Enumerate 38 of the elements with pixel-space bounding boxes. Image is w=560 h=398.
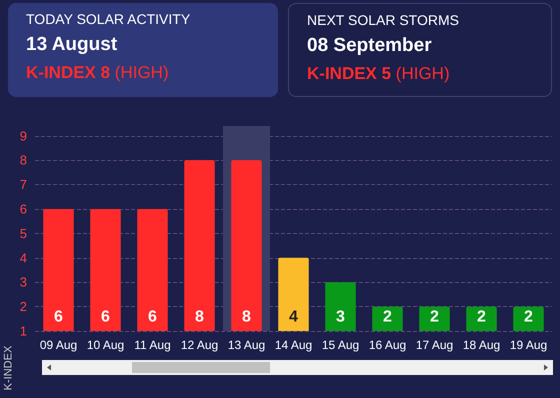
y-tick-label: 9: [20, 128, 27, 144]
y-axis-title: K-INDEX: [2, 346, 14, 390]
data-label: 2: [524, 308, 534, 326]
x-tick-label: 14 Aug: [274, 338, 312, 352]
x-tick-label: 10 Aug: [86, 338, 124, 352]
data-label: 6: [101, 308, 110, 326]
data-label: 8: [242, 308, 252, 326]
data-label: 6: [54, 308, 64, 326]
x-tick-label: 15 Aug: [322, 338, 360, 352]
y-tick-label: 5: [20, 226, 27, 241]
y-tick-label: 2: [20, 299, 27, 314]
x-tick-label: 09 Aug: [40, 338, 78, 352]
y-tick-label: 4: [20, 250, 27, 266]
x-tick-label: 12 Aug: [180, 338, 218, 352]
x-tick-label: 13 Aug: [228, 338, 266, 352]
y-tick-label: 8: [20, 152, 27, 168]
y-tick-label: 6: [20, 201, 27, 216]
text: 08 September: [307, 35, 433, 57]
x-tick-label: 18 Aug: [462, 338, 500, 352]
x-tick-label: 16 Aug: [368, 338, 406, 352]
data-label: 2: [430, 308, 440, 326]
x-tick-label: 19 Aug: [510, 338, 548, 352]
y-tick-label: 1: [20, 324, 27, 338]
text: K-INDEX 8 (HIGH): [26, 63, 170, 83]
data-label: 3: [336, 308, 346, 326]
data-label: 8: [195, 308, 204, 326]
x-tick-label: 11 Aug: [134, 338, 171, 352]
text: NEXT SOLAR STORMS: [307, 12, 460, 28]
y-tick-label: 7: [20, 177, 27, 192]
text: TODAY SOLAR ACTIVITY: [26, 11, 192, 27]
data-label: 6: [148, 308, 158, 326]
text: 13 August: [26, 34, 118, 56]
y-tick-label: 3: [20, 274, 27, 290]
x-tick-label: 17 Aug: [416, 338, 454, 352]
data-label: 4: [289, 308, 298, 326]
text: K-INDEX 5 (HIGH): [307, 64, 451, 84]
data-label: 2: [477, 308, 486, 326]
data-label: 2: [383, 308, 392, 326]
